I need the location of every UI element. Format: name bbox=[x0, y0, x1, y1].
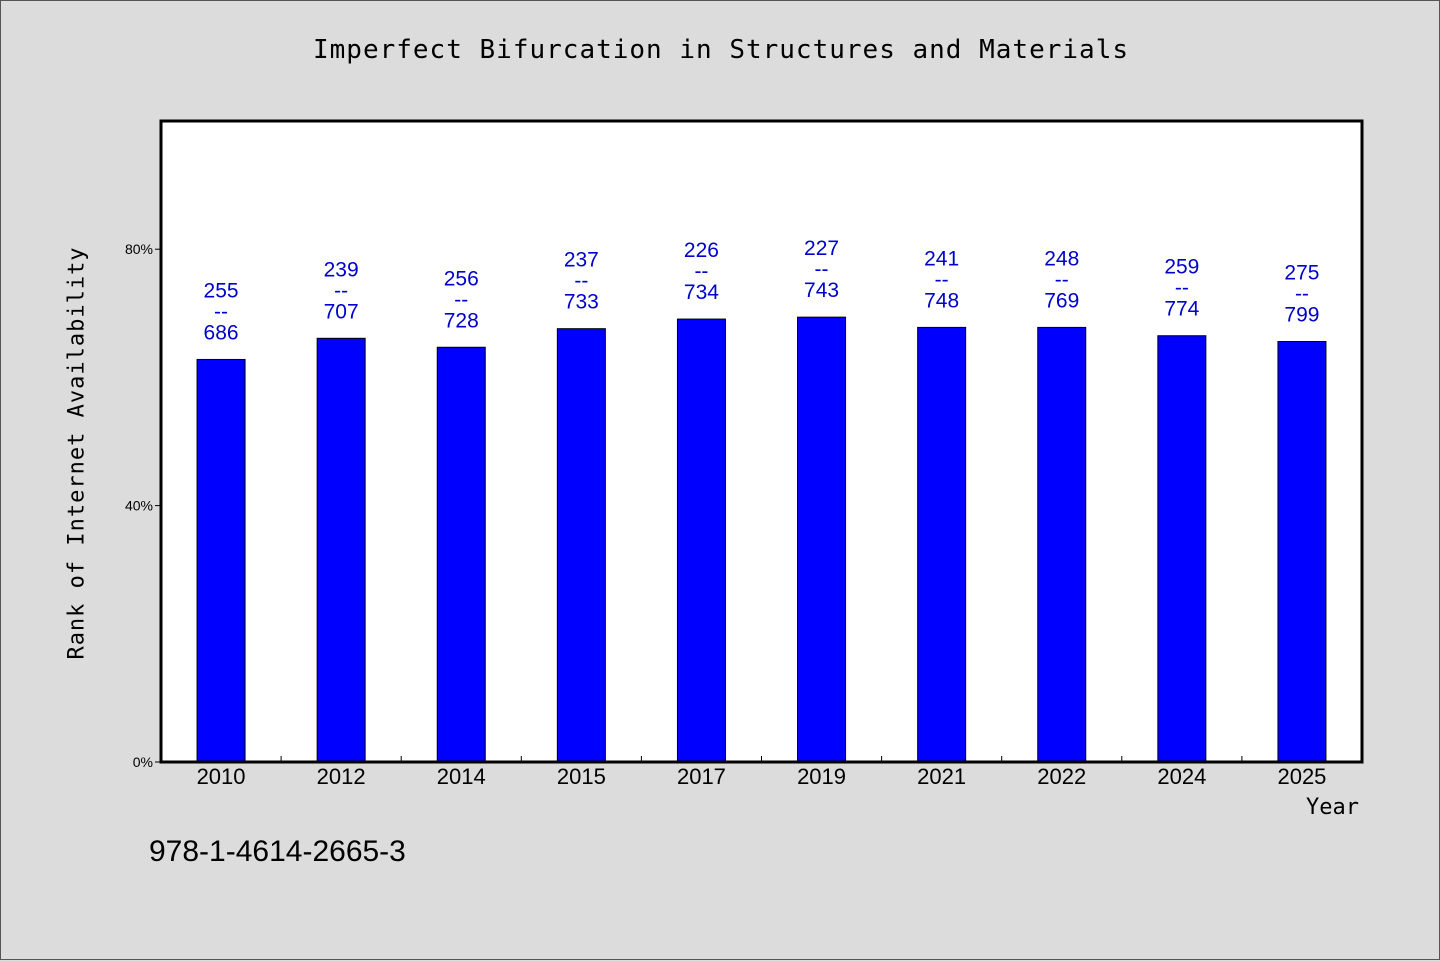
x-axis-label: Year bbox=[1306, 795, 1359, 820]
bar bbox=[1157, 335, 1207, 763]
bar bbox=[676, 318, 726, 763]
isbn-text: 978-1-4614-2665-3 bbox=[149, 835, 406, 868]
bar-data-label: 241 bbox=[924, 247, 959, 270]
bar-data-label: 227 bbox=[804, 237, 839, 260]
chart-title: Imperfect Bifurcation in Structures and … bbox=[312, 35, 1129, 65]
bar bbox=[436, 346, 486, 763]
bar-data-label: 743 bbox=[804, 279, 839, 302]
x-tick-label: 2015 bbox=[557, 764, 606, 789]
bar bbox=[797, 316, 847, 763]
bar-data-label: -- bbox=[694, 260, 708, 283]
y-tick-label: 0% bbox=[133, 754, 153, 770]
bar-data-label: 734 bbox=[684, 281, 719, 304]
x-tick-label: 2019 bbox=[797, 764, 846, 789]
bar-data-label: -- bbox=[214, 300, 228, 323]
y-tick-label: 80% bbox=[125, 241, 153, 257]
x-tick-label: 2022 bbox=[1037, 764, 1086, 789]
bar-data-label: 728 bbox=[444, 309, 479, 332]
bar bbox=[316, 337, 366, 763]
x-tick-label: 2017 bbox=[677, 764, 726, 789]
bar-data-label: 248 bbox=[1044, 247, 1079, 270]
bar-data-label: 769 bbox=[1044, 289, 1079, 312]
bar-data-label: -- bbox=[815, 258, 829, 281]
bar bbox=[1037, 326, 1087, 763]
x-tick-label: 2024 bbox=[1157, 764, 1206, 789]
bar-data-label: 275 bbox=[1284, 262, 1319, 285]
bar-data-label: 686 bbox=[204, 321, 239, 344]
x-tick-label: 2014 bbox=[437, 764, 486, 789]
bar-data-label: 255 bbox=[204, 279, 239, 302]
bar-data-label: -- bbox=[454, 288, 468, 311]
bar-data-label: 799 bbox=[1284, 304, 1319, 327]
bar bbox=[556, 328, 606, 763]
bar bbox=[1277, 341, 1327, 763]
bar-data-label: -- bbox=[1175, 277, 1189, 300]
bar bbox=[196, 358, 246, 763]
bar-data-label: -- bbox=[935, 268, 949, 291]
bar-data-label: 226 bbox=[684, 239, 719, 262]
y-tick-label: 40% bbox=[125, 498, 153, 514]
x-tick-label: 2010 bbox=[197, 764, 246, 789]
bar-data-label: -- bbox=[574, 270, 588, 293]
bar-data-label: 774 bbox=[1164, 298, 1199, 321]
bar bbox=[917, 326, 967, 763]
bar-data-label: 707 bbox=[324, 300, 359, 323]
bar-data-label: 239 bbox=[324, 258, 359, 281]
bar-data-label: -- bbox=[1295, 283, 1309, 306]
bar-data-label: -- bbox=[1055, 268, 1069, 291]
x-tick-label: 2021 bbox=[917, 764, 966, 789]
bar-data-label: 748 bbox=[924, 289, 959, 312]
bar-data-label: 259 bbox=[1164, 256, 1199, 279]
bar-data-label: 237 bbox=[564, 249, 599, 272]
plot-border bbox=[159, 119, 1364, 764]
bar-data-label: -- bbox=[334, 279, 348, 302]
bar-data-label: 256 bbox=[444, 267, 479, 290]
x-tick-label: 2025 bbox=[1277, 764, 1326, 789]
bar-data-label: 733 bbox=[564, 291, 599, 314]
x-tick-label: 2012 bbox=[317, 764, 366, 789]
